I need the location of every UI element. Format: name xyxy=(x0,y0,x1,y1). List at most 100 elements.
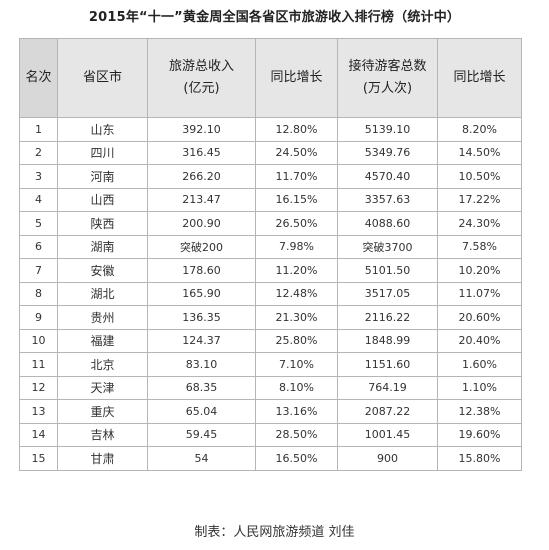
cell-visitors: 1151.60 xyxy=(337,352,438,377)
header-rank: 名次 xyxy=(19,38,58,118)
table-row: 8 湖北 165.90 12.48% 3517.05 11.07% xyxy=(19,281,522,306)
cell-rank: 14 xyxy=(19,422,58,447)
cell-income: 200.90 xyxy=(147,211,256,236)
cell-income-yoy: 12.80% xyxy=(255,117,338,142)
cell-visitors-yoy: 7.58% xyxy=(437,234,522,259)
cell-income: 213.47 xyxy=(147,187,256,212)
cell-visitors-yoy: 1.60% xyxy=(437,352,522,377)
cell-income-yoy: 25.80% xyxy=(255,328,338,353)
table-row: 14 吉林 59.45 28.50% 1001.45 19.60% xyxy=(19,422,522,447)
cell-income-yoy: 16.50% xyxy=(255,446,338,471)
table-row: 9 贵州 136.35 21.30% 2116.22 20.60% xyxy=(19,305,522,330)
cell-visitors-yoy: 20.40% xyxy=(437,328,522,353)
cell-income-yoy: 21.30% xyxy=(255,305,338,330)
cell-visitors-yoy: 24.30% xyxy=(437,211,522,236)
cell-visitors-yoy: 12.38% xyxy=(437,399,522,424)
cell-rank: 1 xyxy=(19,117,58,142)
table-row: 12 天津 68.35 8.10% 764.19 1.10% xyxy=(19,375,522,400)
cell-province: 四川 xyxy=(57,140,148,165)
table-body: 1 山东 392.10 12.80% 5139.10 8.20% 2 四川 316.45 24.5… xyxy=(19,117,522,471)
cell-visitors-yoy: 17.22% xyxy=(437,187,522,212)
table-row: 11 北京 83.10 7.10% 1151.60 1.60% xyxy=(19,352,522,377)
cell-visitors: 2116.22 xyxy=(337,305,438,330)
cell-income: 392.10 xyxy=(147,117,256,142)
cell-visitors-yoy: 10.20% xyxy=(437,258,522,283)
cell-rank: 15 xyxy=(19,446,58,471)
cell-province: 福建 xyxy=(57,328,148,353)
cell-visitors: 5101.50 xyxy=(337,258,438,283)
cell-visitors-yoy: 1.10% xyxy=(437,375,522,400)
cell-visitors: 1848.99 xyxy=(337,328,438,353)
cell-province: 甘肃 xyxy=(57,446,148,471)
header-income-unit: (亿元) xyxy=(183,81,220,96)
cell-income: 178.60 xyxy=(147,258,256,283)
ranking-table: 名次 省区市 旅游总收入 (亿元) 同比增长 接待游客总数 (万人次) 同比增长… xyxy=(19,38,522,471)
cell-province: 重庆 xyxy=(57,399,148,424)
cell-income-yoy: 11.20% xyxy=(255,258,338,283)
cell-visitors: 3357.63 xyxy=(337,187,438,212)
cell-visitors-yoy: 8.20% xyxy=(437,117,522,142)
cell-visitors: 3517.05 xyxy=(337,281,438,306)
cell-visitors-yoy: 19.60% xyxy=(437,422,522,447)
cell-income: 59.45 xyxy=(147,422,256,447)
cell-rank: 11 xyxy=(19,352,58,377)
cell-rank: 13 xyxy=(19,399,58,424)
cell-rank: 3 xyxy=(19,164,58,189)
cell-income: 68.35 xyxy=(147,375,256,400)
cell-rank: 2 xyxy=(19,140,58,165)
cell-province: 陕西 xyxy=(57,211,148,236)
cell-rank: 4 xyxy=(19,187,58,212)
table-row: 7 安徽 178.60 11.20% 5101.50 10.20% xyxy=(19,258,522,283)
header-income-yoy: 同比增长 xyxy=(255,38,338,118)
cell-visitors-yoy: 20.60% xyxy=(437,305,522,330)
cell-visitors: 5139.10 xyxy=(337,117,438,142)
cell-income-yoy: 28.50% xyxy=(255,422,338,447)
cell-income-yoy: 8.10% xyxy=(255,375,338,400)
cell-visitors-yoy: 11.07% xyxy=(437,281,522,306)
cell-income: 136.35 xyxy=(147,305,256,330)
table-row: 4 山西 213.47 16.15% 3357.63 17.22% xyxy=(19,187,522,212)
cell-province: 湖北 xyxy=(57,281,148,306)
table-header-row: 名次 省区市 旅游总收入 (亿元) 同比增长 接待游客总数 (万人次) 同比增长 xyxy=(19,38,522,118)
cell-income: 316.45 xyxy=(147,140,256,165)
cell-income: 83.10 xyxy=(147,352,256,377)
table-row: 1 山东 392.10 12.80% 5139.10 8.20% xyxy=(19,117,522,142)
cell-rank: 6 xyxy=(19,234,58,259)
header-visitors-yoy: 同比增长 xyxy=(437,38,522,118)
cell-income: 54 xyxy=(147,446,256,471)
cell-province: 贵州 xyxy=(57,305,148,330)
header-income-label: 旅游总收入 xyxy=(168,59,234,74)
cell-rank: 8 xyxy=(19,281,58,306)
cell-rank: 10 xyxy=(19,328,58,353)
cell-rank: 12 xyxy=(19,375,58,400)
table-row: 5 陕西 200.90 26.50% 4088.60 24.30% xyxy=(19,211,522,236)
cell-income: 124.37 xyxy=(147,328,256,353)
cell-visitors: 900 xyxy=(337,446,438,471)
cell-visitors: 2087.22 xyxy=(337,399,438,424)
cell-province: 天津 xyxy=(57,375,148,400)
header-province: 省区市 xyxy=(57,38,148,118)
cell-income: 65.04 xyxy=(147,399,256,424)
cell-province: 山西 xyxy=(57,187,148,212)
cell-income-yoy: 11.70% xyxy=(255,164,338,189)
table-row: 15 甘肃 54 16.50% 900 15.80% xyxy=(19,446,522,471)
cell-income-yoy: 12.48% xyxy=(255,281,338,306)
cell-visitors: 4570.40 xyxy=(337,164,438,189)
header-visitors-label: 接待游客总数 xyxy=(348,59,427,74)
cell-income: 266.20 xyxy=(147,164,256,189)
cell-province: 湖南 xyxy=(57,234,148,259)
cell-visitors: 1001.45 xyxy=(337,422,438,447)
cell-income: 165.90 xyxy=(147,281,256,306)
cell-income-yoy: 13.16% xyxy=(255,399,338,424)
cell-province: 北京 xyxy=(57,352,148,377)
cell-income-yoy: 26.50% xyxy=(255,211,338,236)
cell-visitors-yoy: 15.80% xyxy=(437,446,522,471)
cell-province: 安徽 xyxy=(57,258,148,283)
cell-rank: 5 xyxy=(19,211,58,236)
cell-income-yoy: 7.10% xyxy=(255,352,338,377)
cell-visitors-yoy: 10.50% xyxy=(437,164,522,189)
page-title: 2015年“十一”黄金周全国各省区市旅游收入排行榜（统计中） xyxy=(88,10,461,25)
cell-income: 突破200 xyxy=(147,234,256,259)
table-row: 10 福建 124.37 25.80% 1848.99 20.40% xyxy=(19,328,522,353)
table-row: 3 河南 266.20 11.70% 4570.40 10.50% xyxy=(19,164,522,189)
